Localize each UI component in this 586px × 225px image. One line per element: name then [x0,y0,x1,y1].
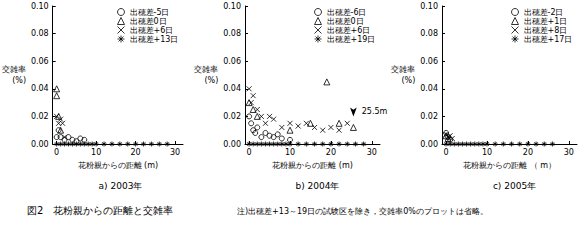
svg-text:0.04: 0.04 [420,84,438,93]
svg-text:0.08: 0.08 [420,29,438,38]
svg-text:20: 20 [523,148,533,157]
svg-text:0.10: 0.10 [223,2,241,11]
svg-text:出穂差-2日: 出穂差-2日 [524,8,564,17]
svg-text:出穂差-6日: 出穂差-6日 [327,8,367,17]
svg-text:0.10: 0.10 [420,2,438,11]
svg-text:a) 2003年: a) 2003年 [99,181,143,191]
svg-text:出穂差+8日: 出穂差+8日 [524,26,568,35]
svg-text:交雑率: 交雑率 [2,65,26,74]
svg-text:30: 30 [367,148,377,157]
svg-text:30: 30 [170,148,180,157]
svg-text:0.04: 0.04 [223,84,241,93]
svg-text:(%): (%) [401,76,415,85]
svg-text:交雑率: 交雑率 [391,65,415,74]
svg-text:(%): (%) [204,76,218,85]
svg-text:10: 10 [91,148,101,157]
svg-text:10: 10 [285,148,295,157]
svg-text:0.06: 0.06 [420,57,438,66]
svg-text:出穂差+13日: 出穂差+13日 [130,35,179,44]
svg-text:図2 花粉親からの距離と交雑率: 図2 花粉親からの距離と交雑率 [27,205,173,216]
svg-text:0: 0 [54,148,59,157]
svg-text:20: 20 [326,148,336,157]
svg-text:0.06: 0.06 [223,57,241,66]
svg-text:25.5m: 25.5m [362,107,388,116]
svg-text:0: 0 [247,148,252,157]
svg-text:0.00: 0.00 [223,140,241,149]
svg-text:出穂差-5日: 出穂差-5日 [130,8,170,17]
svg-text:花粉親からの距離 (m): 花粉親からの距離 (m) [78,161,159,170]
svg-text:0.08: 0.08 [31,29,49,38]
svg-text:0.08: 0.08 [223,29,241,38]
svg-text:0.00: 0.00 [420,140,438,149]
svg-text:0.06: 0.06 [31,57,49,66]
svg-text:20: 20 [131,148,141,157]
svg-text:交雑率: 交雑率 [194,65,218,74]
svg-text:0.02: 0.02 [420,112,438,121]
svg-text:注)出穂差+13～19日の試験区を除き，交雑率0%のプロット: 注)出穂差+13～19日の試験区を除き，交雑率0%のプロットは省略。 [237,207,488,216]
svg-text:30: 30 [564,148,574,157]
svg-text:出穂差0日: 出穂差0日 [327,17,364,26]
svg-text:出穂差+6日: 出穂差+6日 [130,26,174,35]
svg-text:0.00: 0.00 [31,140,49,149]
svg-text:0.10: 0.10 [31,2,49,11]
svg-text:出穂差+1日: 出穂差+1日 [524,17,568,26]
svg-text:c) 2005年: c) 2005年 [493,181,536,191]
svg-text:b) 2004年: b) 2004年 [296,181,340,191]
svg-text:(%): (%) [12,76,26,85]
svg-text:出穂差+17日: 出穂差+17日 [524,35,573,44]
svg-text:出穂差+6日: 出穂差+6日 [327,26,371,35]
svg-text:出穂差0日: 出穂差0日 [130,17,167,26]
svg-text:花粉親からの距離 (m): 花粉親からの距離 (m) [272,161,353,170]
svg-text:0.02: 0.02 [223,112,241,121]
svg-text:10: 10 [482,148,492,157]
svg-text:0: 0 [444,148,449,157]
svg-text:出穂差+19日: 出穂差+19日 [327,35,376,44]
svg-text:花粉親からの距離 （ m）: 花粉親からの距離 （ m） [463,161,556,170]
svg-text:0.04: 0.04 [31,84,49,93]
svg-text:0.02: 0.02 [31,112,49,121]
